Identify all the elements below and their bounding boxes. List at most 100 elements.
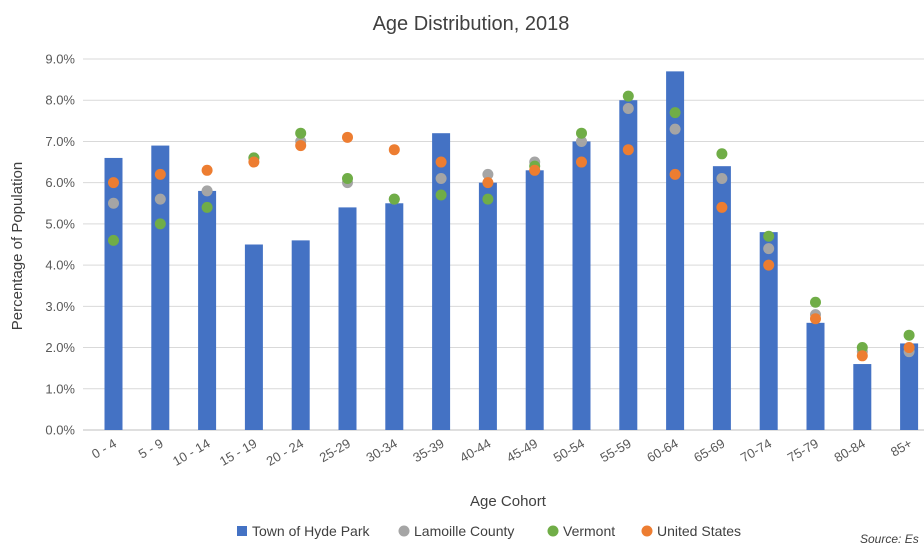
data-point — [810, 296, 821, 308]
y-tick-label: 3.0% — [45, 299, 75, 314]
x-tick-label: 50-54 — [551, 436, 587, 466]
data-point — [810, 313, 821, 325]
legend-label: Lamoille County — [414, 523, 514, 539]
data-point — [716, 201, 728, 213]
x-axis-label: Age Cohort — [470, 493, 547, 510]
x-tick-label: 35-39 — [410, 436, 446, 466]
bar — [525, 170, 544, 431]
data-point — [295, 127, 307, 139]
chart-title: Age Distribution, 2018 — [373, 13, 570, 35]
y-tick-label: 8.0% — [45, 93, 75, 108]
x-tick-label: 85+ — [888, 436, 915, 460]
data-point — [482, 177, 494, 189]
bar — [478, 182, 497, 430]
data-point — [108, 177, 119, 189]
data-point — [108, 197, 119, 209]
x-tick-label: 75-79 — [785, 436, 821, 466]
data-point — [154, 218, 166, 230]
data-point — [435, 156, 447, 168]
x-tick-label: 40-44 — [457, 436, 493, 466]
data-point — [576, 156, 587, 168]
bar — [666, 71, 685, 430]
y-tick-labels: 0.0% 1.0% 2.0% 3.0% 4.0% 5.0% 6.0% 7.0% 8.0% 9.0% — [45, 52, 75, 438]
data-point — [903, 329, 915, 341]
y-tick-label: 7.0% — [45, 134, 75, 149]
data-point — [622, 102, 634, 114]
bar-series — [104, 71, 919, 431]
x-tick-label: 30-34 — [364, 436, 400, 466]
data-point — [856, 350, 868, 362]
legend-label: Vermont — [563, 523, 615, 539]
bar — [759, 232, 778, 430]
x-tick-label: 45-49 — [504, 436, 540, 466]
data-point — [763, 259, 775, 271]
data-point — [669, 168, 681, 180]
data-point — [763, 230, 775, 242]
data-point — [529, 164, 541, 176]
data-point — [154, 168, 166, 180]
x-tick-label: 20 - 24 — [264, 436, 307, 469]
data-point — [482, 193, 494, 205]
bar — [712, 166, 731, 430]
data-point — [154, 193, 166, 205]
y-axis-label: Percentage of Population — [9, 162, 26, 330]
data-point — [576, 135, 587, 147]
x-tick-label: 70-74 — [738, 436, 774, 466]
data-point — [435, 189, 447, 201]
data-point — [669, 123, 681, 135]
gridlines — [83, 58, 924, 431]
legend-swatch — [237, 526, 247, 536]
x-tick-label: 65-69 — [691, 436, 727, 466]
bar — [572, 141, 591, 430]
legend-label: United States — [657, 523, 741, 539]
data-point — [295, 140, 307, 152]
data-point — [716, 148, 728, 160]
y-tick-label: 5.0% — [45, 216, 75, 231]
x-tick-label: 15 - 19 — [217, 436, 260, 469]
bar — [104, 157, 123, 430]
bar — [432, 133, 451, 430]
bar — [198, 190, 217, 430]
bar — [291, 240, 310, 430]
data-point — [576, 127, 587, 139]
bar — [619, 100, 638, 430]
x-tick-label: 60-64 — [644, 436, 680, 466]
bar — [385, 203, 404, 430]
data-point — [482, 168, 494, 180]
data-point — [903, 342, 915, 354]
bar — [244, 244, 263, 430]
legend: Town of Hyde Park Lamoille County Vermont U… — [237, 523, 741, 539]
legend-swatch — [547, 525, 559, 537]
y-tick-label: 6.0% — [45, 175, 75, 190]
bar — [900, 343, 919, 430]
data-point — [716, 173, 728, 185]
data-point — [763, 243, 775, 255]
y-tick-label: 1.0% — [45, 381, 75, 396]
bar — [338, 207, 357, 430]
legend-label: Town of Hyde Park — [252, 523, 370, 539]
x-tick-label: 55-59 — [598, 436, 634, 466]
x-tick-labels: 0 - 4 5 - 9 10 - 14 15 - 19 20 - 24 25-29 30-3… — [89, 436, 915, 469]
y-tick-label: 2.0% — [45, 340, 75, 355]
x-tick-label: 80-84 — [832, 436, 868, 466]
data-point — [108, 234, 119, 246]
data-point — [669, 107, 681, 119]
x-tick-label: 25-29 — [317, 436, 353, 466]
data-point — [856, 342, 868, 354]
data-point — [342, 131, 353, 143]
dot-series — [108, 90, 915, 362]
data-point — [342, 173, 353, 185]
data-point — [248, 156, 260, 168]
data-point — [201, 201, 213, 213]
source-note: Source: Es — [860, 532, 919, 545]
bar — [853, 364, 872, 430]
y-tick-label: 4.0% — [45, 258, 75, 273]
data-point — [201, 164, 213, 176]
data-point — [388, 193, 400, 205]
legend-swatch — [641, 525, 653, 537]
data-point — [622, 144, 634, 156]
data-point — [435, 173, 447, 185]
data-point — [388, 144, 400, 156]
